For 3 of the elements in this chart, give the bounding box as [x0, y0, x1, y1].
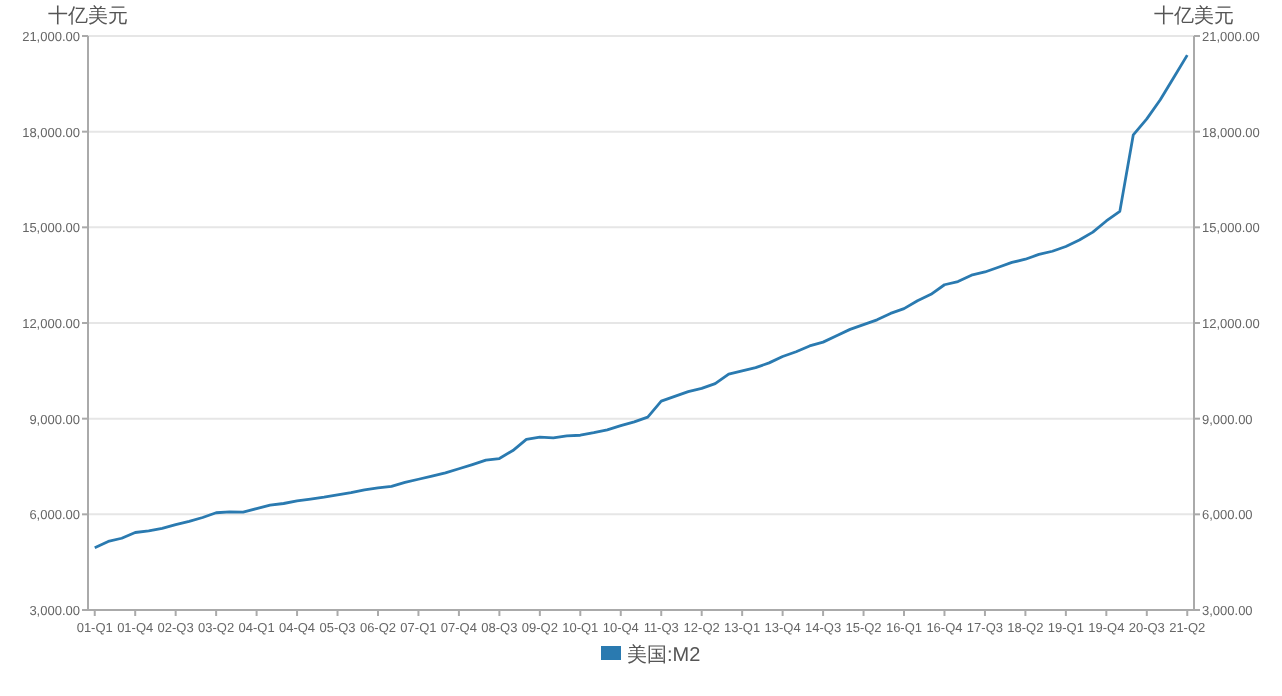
y2-axis-title: 十亿美元: [1154, 4, 1234, 28]
y-axis-title: 十亿美元: [48, 4, 128, 28]
legend-label: 美国:M2: [627, 643, 702, 667]
